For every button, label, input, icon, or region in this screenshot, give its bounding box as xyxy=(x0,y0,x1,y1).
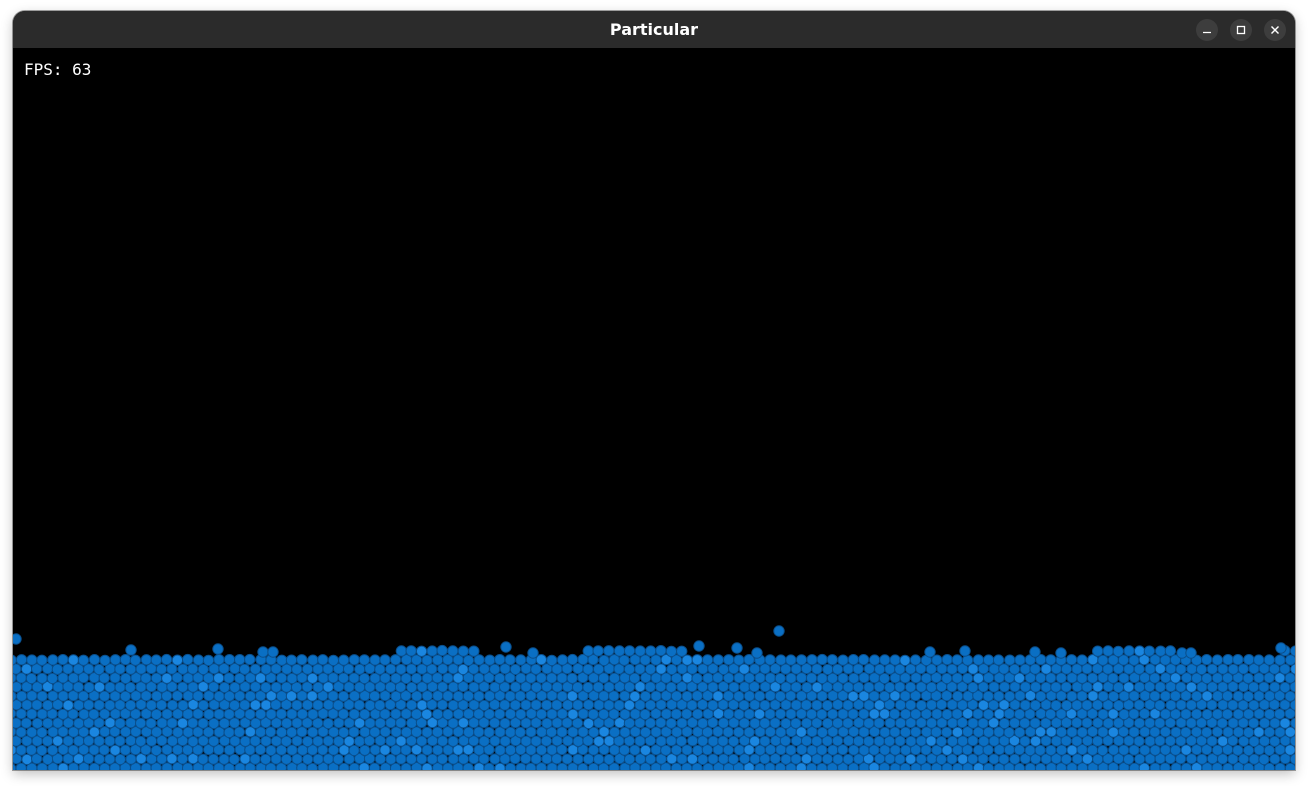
close-icon xyxy=(1271,26,1279,34)
minimize-button[interactable] xyxy=(1196,19,1218,41)
window-title: Particular xyxy=(609,20,699,39)
title-bar[interactable]: Particular xyxy=(13,11,1295,48)
maximize-icon xyxy=(1236,25,1246,35)
minimize-icon xyxy=(1203,31,1211,34)
app-window: Particular FPS: 63 xyxy=(13,11,1295,770)
fps-counter: FPS: 63 xyxy=(24,60,92,79)
maximize-button[interactable] xyxy=(1230,19,1252,41)
close-button[interactable] xyxy=(1264,19,1286,41)
particle-field xyxy=(13,625,1295,770)
simulation-canvas[interactable]: FPS: 63 xyxy=(13,48,1295,770)
